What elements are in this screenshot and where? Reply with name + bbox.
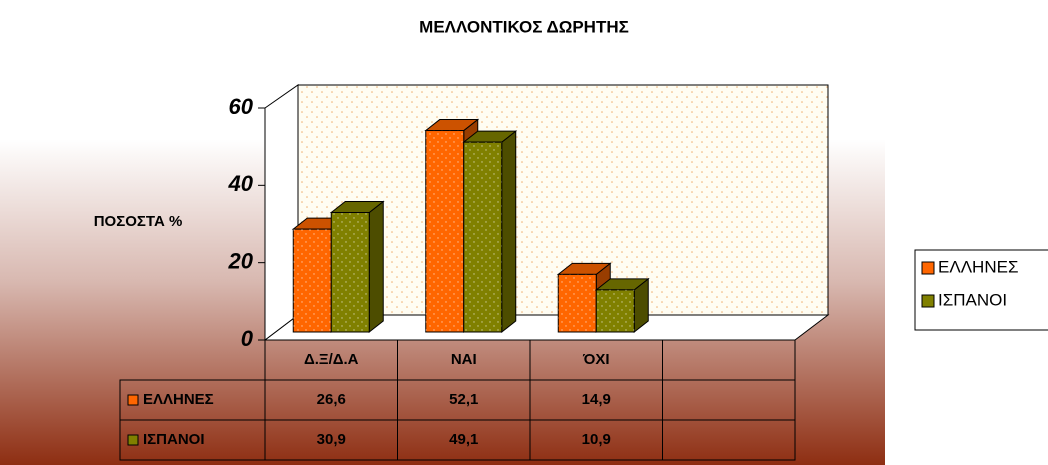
bar-texture — [558, 274, 597, 332]
x-tick-label: ΌΧΙ — [582, 351, 610, 368]
chart-title: ΜΕΛΛΟΝΤΙΚΟΣ ΔΩΡΗΤΗΣ — [419, 17, 629, 36]
y-tick-label: 20 — [228, 248, 254, 273]
table-value: 26,6 — [317, 391, 346, 408]
bar-texture — [596, 289, 635, 332]
legend-label: ΕΛΛΗΝΕΣ — [938, 257, 1018, 276]
bar-texture — [425, 130, 464, 332]
y-tick-label: 40 — [228, 171, 254, 196]
table-value: 49,1 — [449, 431, 478, 448]
table-row-label: ΙΣΠΑΝΟΙ — [143, 431, 205, 448]
table-value: 30,9 — [317, 431, 346, 448]
x-tick-label: ΝΑΙ — [451, 351, 477, 368]
table-value: 10,9 — [582, 431, 611, 448]
y-tick-label: 60 — [229, 94, 254, 119]
legend-label: ΙΣΠΑΝΟΙ — [938, 290, 1007, 309]
x-tick-label: Δ.Ξ/Δ.Α — [304, 351, 359, 368]
legend-key — [921, 294, 935, 308]
bar-side — [368, 200, 384, 334]
y-tick-label: 0 — [241, 326, 254, 351]
table-row — [119, 419, 796, 461]
bar-texture — [293, 229, 332, 332]
table-value: 52,1 — [449, 391, 478, 408]
table-legend-key — [127, 434, 139, 446]
y-axis-label: ΠΟΣΟΣΤΑ % — [94, 213, 183, 230]
legend-box — [914, 249, 1048, 331]
bar-texture — [331, 212, 370, 332]
bar-texture — [463, 142, 502, 332]
table-value: 14,9 — [582, 391, 611, 408]
table-row-label: ΕΛΛΗΝΕΣ — [143, 391, 214, 408]
bar-side — [501, 130, 517, 334]
table-legend-key — [127, 394, 139, 406]
legend-key — [921, 261, 935, 275]
